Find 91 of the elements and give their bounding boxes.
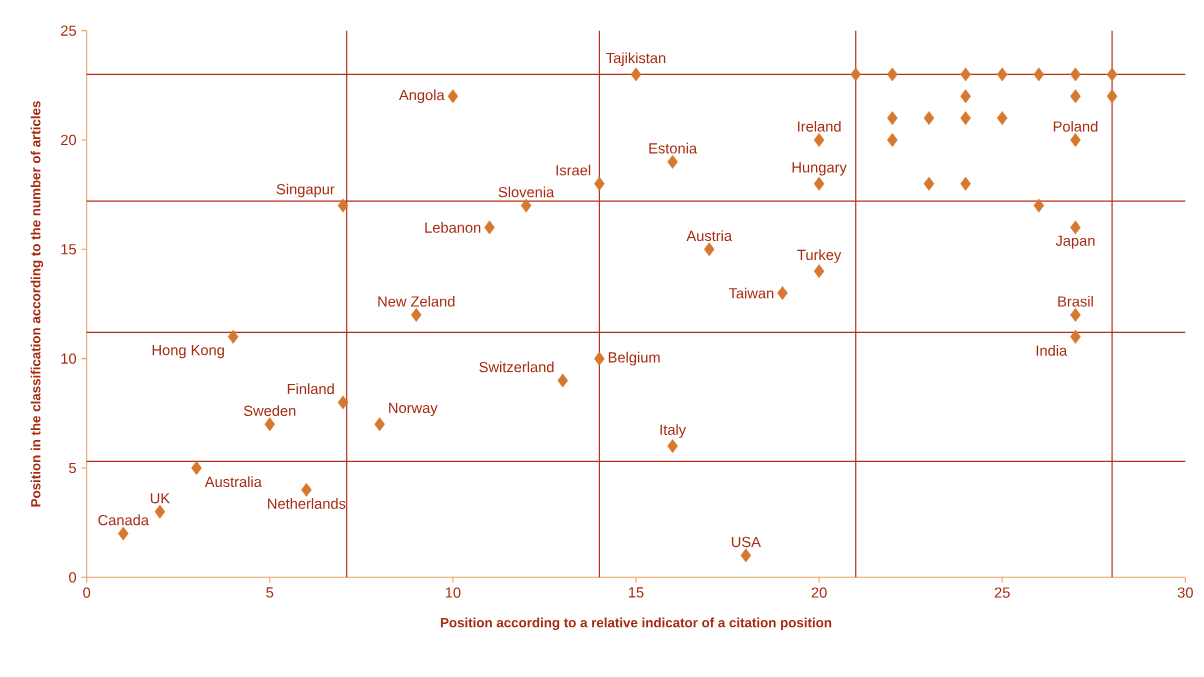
annotation: Ireland: [798, 120, 841, 132]
annotation: India: [1036, 344, 1068, 356]
point: [850, 67, 861, 82]
point: [154, 504, 166, 519]
annotation: Singapur: [276, 183, 335, 198]
y-tick-label: 20: [61, 134, 77, 146]
point: [1033, 67, 1045, 82]
point: [447, 89, 459, 104]
annotation: Switzerland: [479, 361, 554, 373]
y-axis-title: Position in the classification according to the number of articles: [30, 101, 44, 507]
point: [1070, 132, 1081, 147]
point: [960, 176, 971, 191]
point: [411, 307, 422, 322]
point: [1106, 89, 1118, 104]
point: [923, 176, 935, 191]
annotation: Lebanon: [425, 221, 481, 233]
annotation: Canada: [98, 514, 149, 526]
annotation: Belgium: [608, 351, 660, 366]
point: [337, 395, 349, 410]
annotation: Italy: [660, 424, 687, 438]
point: [1070, 220, 1081, 235]
annotation: New Zeland: [378, 295, 455, 307]
annotation: USA: [731, 536, 761, 548]
y-tick-label: 25: [61, 25, 76, 36]
x-tick-label: 5: [266, 587, 274, 598]
annotation: Australia: [204, 476, 262, 487]
y-tick-label: 10: [61, 353, 77, 364]
point: [1106, 67, 1118, 82]
point: [960, 67, 971, 82]
x-tick-label: 25: [994, 587, 1010, 598]
annotation: Brasil: [1058, 295, 1093, 307]
point: [813, 176, 825, 191]
point: [264, 417, 276, 432]
annotation: Norway: [389, 402, 438, 416]
annotation: Tajikistan: [606, 52, 666, 66]
point: [777, 285, 788, 300]
x-tick-label: 0: [83, 587, 91, 598]
point: [594, 351, 605, 366]
point: [557, 373, 569, 388]
point: [1070, 329, 1081, 344]
annotation: Poland: [1053, 120, 1098, 132]
annotation: Finland: [287, 383, 334, 394]
point: [301, 482, 312, 497]
annotation: Estonia: [649, 142, 698, 154]
point: [996, 67, 1008, 82]
annotation: Netherlands: [268, 497, 346, 509]
point: [887, 111, 898, 125]
point: [813, 132, 825, 147]
point: [594, 176, 605, 191]
annotation: Sweden: [243, 405, 296, 416]
y-tick-label: 15: [61, 244, 76, 255]
x-tick-label: 15: [628, 587, 644, 598]
x-tick-label: 10: [445, 587, 461, 598]
point: [520, 198, 532, 213]
annotation: Japan: [1055, 235, 1095, 249]
annotation: Angola: [398, 89, 445, 103]
point: [1070, 307, 1081, 322]
point: [887, 132, 898, 147]
point: [960, 89, 971, 104]
point: [703, 242, 715, 257]
point: [484, 220, 495, 235]
annotation: Austria: [686, 230, 733, 241]
annotation: UK: [150, 493, 170, 504]
point: [667, 154, 678, 169]
annotation: Hungary: [792, 162, 847, 176]
point: [667, 439, 678, 453]
point: [1033, 198, 1045, 213]
point: [227, 329, 239, 344]
annotation: Hong Kong: [152, 344, 224, 359]
annotation: Slovenia: [498, 186, 555, 198]
x-axis-title: Position according to a relative indicator of a citation position: [440, 617, 832, 630]
point: [337, 198, 349, 213]
point: [813, 264, 825, 278]
y-tick-label: 5: [69, 462, 76, 473]
annotation: Taiwan: [728, 287, 774, 299]
point: [996, 111, 1008, 125]
x-tick-label: 30: [1177, 587, 1193, 598]
point: [374, 417, 385, 432]
point: [960, 111, 971, 125]
point: [118, 526, 129, 541]
point: [191, 460, 202, 475]
annotation: Israel: [556, 164, 591, 176]
x-tick-label: 20: [811, 587, 827, 598]
annotation: Turkey: [797, 249, 842, 263]
point: [740, 548, 752, 563]
point: [887, 67, 898, 82]
point: [1070, 89, 1081, 104]
y-tick-label: 0: [69, 571, 77, 583]
point: [630, 67, 642, 82]
point: [1070, 67, 1081, 82]
point: [923, 111, 935, 125]
